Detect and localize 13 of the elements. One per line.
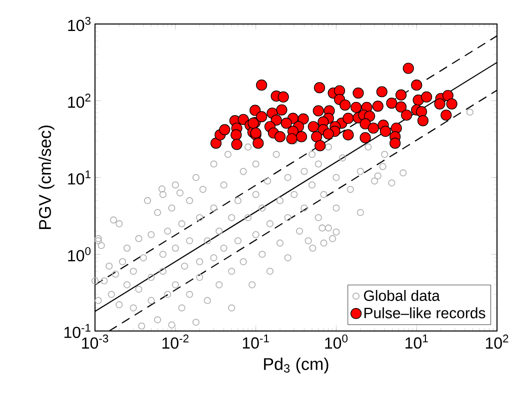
legend-label: Pulse–like records <box>364 307 486 318</box>
x-tick-label: 10$^{2}$ <box>486 334 508 349</box>
y-axis-title: PGV (cm/sec) <box>38 126 54 230</box>
y-tick-label: 10$^{2}$ <box>68 94 90 108</box>
x-tick-label: 10$^{-1}$ <box>242 334 269 349</box>
y-tick-label: 10$^{3}$ <box>68 16 90 32</box>
x-tick-label: 10$^{0}$ <box>325 334 348 349</box>
x-tick-label: 10$^{-2}$ <box>162 334 188 349</box>
y-tick-label: 10$^{0}$ <box>68 247 91 262</box>
x-axis-title: Pd$_{3}$ (cm) <box>264 358 328 374</box>
y-tick-label: 10$^{1}$ <box>68 170 90 185</box>
x-tick-label: 10$^{1}$ <box>406 334 428 349</box>
legend-label: Global data <box>364 290 440 301</box>
